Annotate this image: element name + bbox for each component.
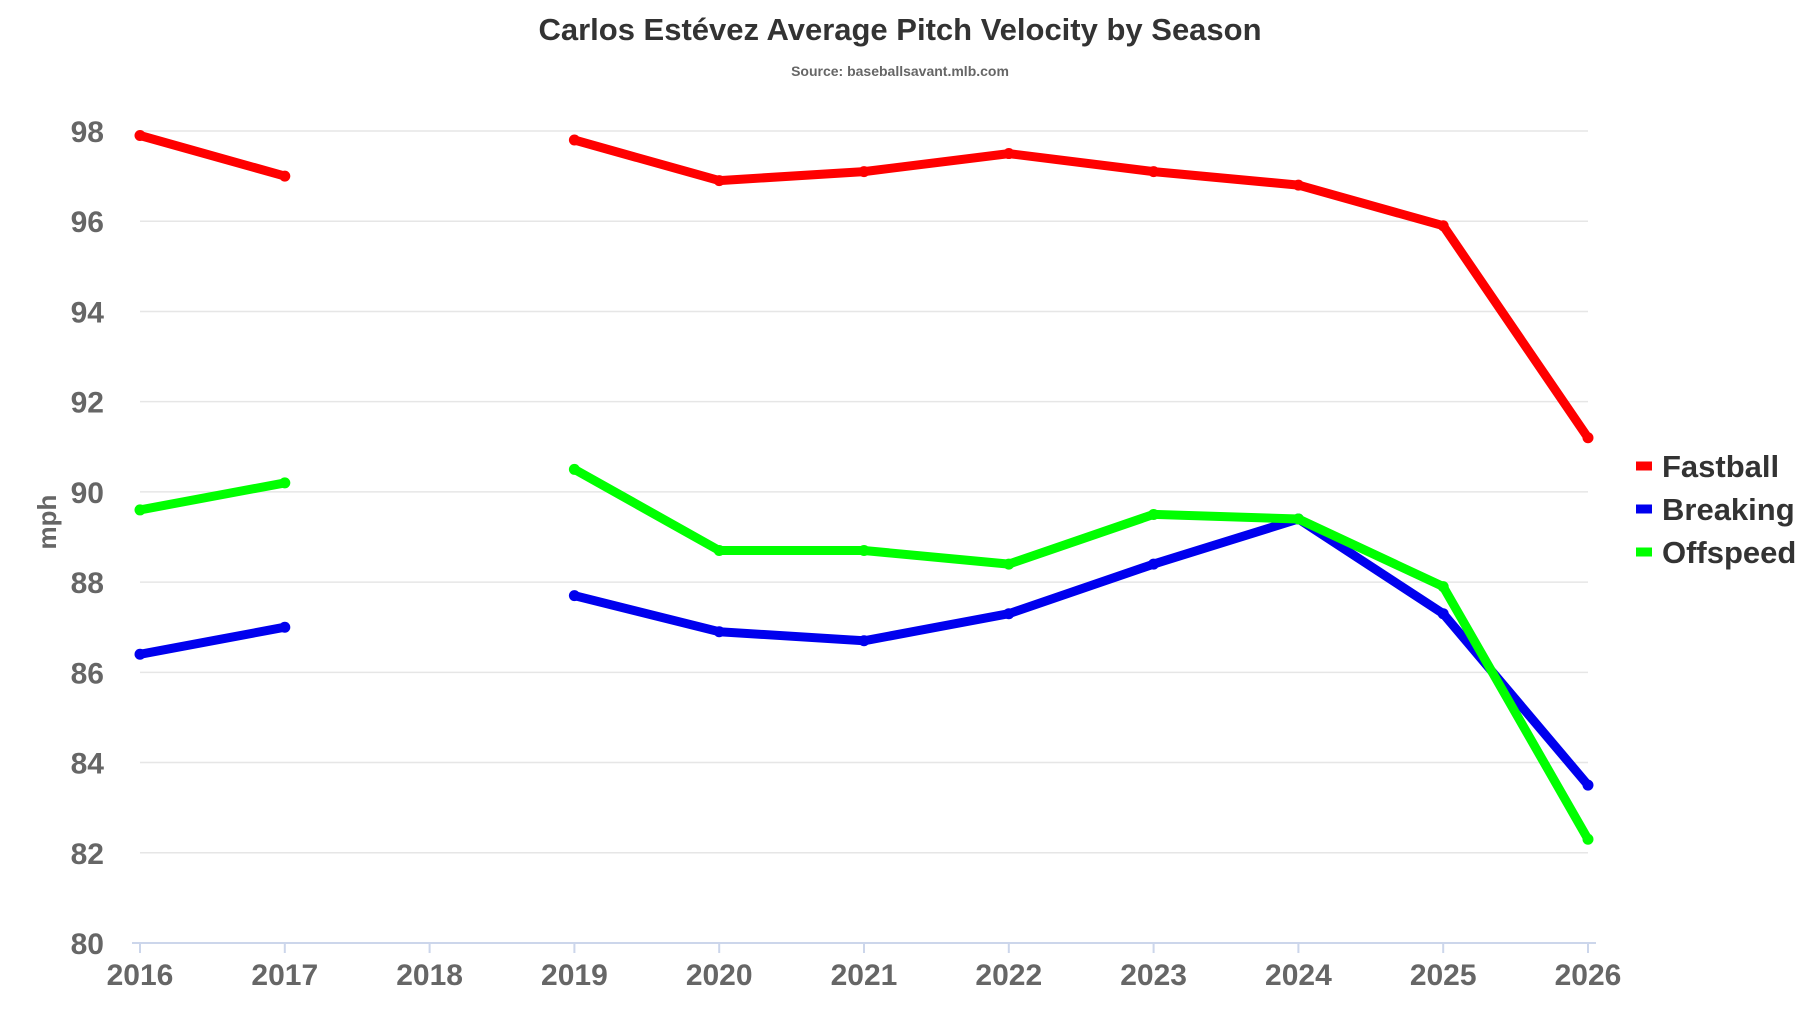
offspeed-legend-label[interactable]: Offspeed	[1662, 535, 1796, 570]
fastball-point	[134, 130, 146, 142]
y-tick-label: 86	[71, 657, 104, 690]
chart-subtitle: Source: baseballsavant.mlb.com	[791, 63, 1009, 79]
x-tick-label: 2024	[1265, 959, 1332, 992]
breaking-series-line	[135, 622, 290, 659]
fastball-legend-label[interactable]: Fastball	[1662, 449, 1779, 484]
series-lines	[134, 130, 1594, 845]
y-tick-label: 88	[71, 567, 104, 600]
breaking-point	[1148, 558, 1160, 570]
fastball-series-line	[569, 135, 1593, 443]
y-tick-label: 94	[71, 296, 105, 329]
offspeed-point	[134, 504, 146, 516]
offspeed-point	[279, 477, 291, 489]
offspeed-series-line	[135, 478, 290, 515]
breaking-point	[1003, 608, 1015, 620]
breaking-point	[858, 635, 870, 647]
y-tick-label: 96	[71, 206, 104, 239]
breaking-point	[568, 590, 580, 602]
x-tick-label: 2018	[396, 959, 463, 992]
fastball-point	[858, 166, 870, 178]
fastball-point	[1292, 179, 1304, 191]
y-axis-title: mph	[32, 495, 62, 550]
breaking-point	[713, 626, 725, 638]
fastball-point	[568, 134, 580, 146]
breaking-point	[279, 621, 291, 633]
gridlines	[140, 130, 1588, 854]
x-tick-label: 2025	[1410, 959, 1477, 992]
x-tick-label: 2021	[831, 959, 898, 992]
y-tick-label: 80	[71, 928, 104, 961]
y-tick-label: 90	[71, 477, 104, 510]
fastball-point	[279, 170, 291, 182]
legend: Fastball Breaking Offspeed	[1636, 449, 1796, 570]
y-tick-label: 82	[71, 838, 104, 871]
axes: 80 82 84 86 88 90 92 94 96 98 2016 2017 2018 2019 2020…	[71, 116, 1622, 992]
breaking-legend-label[interactable]: Breaking	[1662, 492, 1795, 527]
x-tick-label: 2017	[251, 959, 318, 992]
breaking-point	[1437, 608, 1449, 620]
offspeed-point	[1003, 558, 1015, 570]
x-tick-label: 2022	[975, 959, 1042, 992]
x-tick-label: 2019	[541, 959, 608, 992]
x-tick-label: 2023	[1120, 959, 1187, 992]
x-tick-label: 2016	[107, 959, 174, 992]
y-tick-label: 92	[71, 387, 104, 420]
offspeed-point	[1292, 513, 1304, 525]
y-tick-label: 98	[71, 116, 104, 149]
offspeed-point	[1582, 833, 1594, 845]
y-tick-label: 84	[71, 748, 105, 781]
fastball-point	[1437, 220, 1449, 232]
breaking-point	[134, 648, 146, 660]
offspeed-point	[1437, 581, 1449, 593]
offspeed-point	[858, 545, 870, 557]
offspeed-point	[568, 463, 580, 475]
fastball-point	[1148, 166, 1160, 178]
breaking-point	[1582, 779, 1594, 791]
offspeed-point	[1148, 508, 1160, 520]
x-tick-label: 2026	[1555, 959, 1622, 992]
offspeed-point	[713, 545, 725, 557]
chart-title: Carlos Estévez Average Pitch Velocity by…	[538, 12, 1261, 47]
offspeed-series-line	[569, 464, 1593, 844]
fastball-point	[713, 175, 725, 187]
fastball-series-line	[135, 131, 290, 181]
breaking-series-line	[569, 514, 1593, 790]
fastball-point	[1582, 432, 1594, 444]
x-tick-label: 2020	[686, 959, 753, 992]
fastball-point	[1003, 148, 1015, 160]
